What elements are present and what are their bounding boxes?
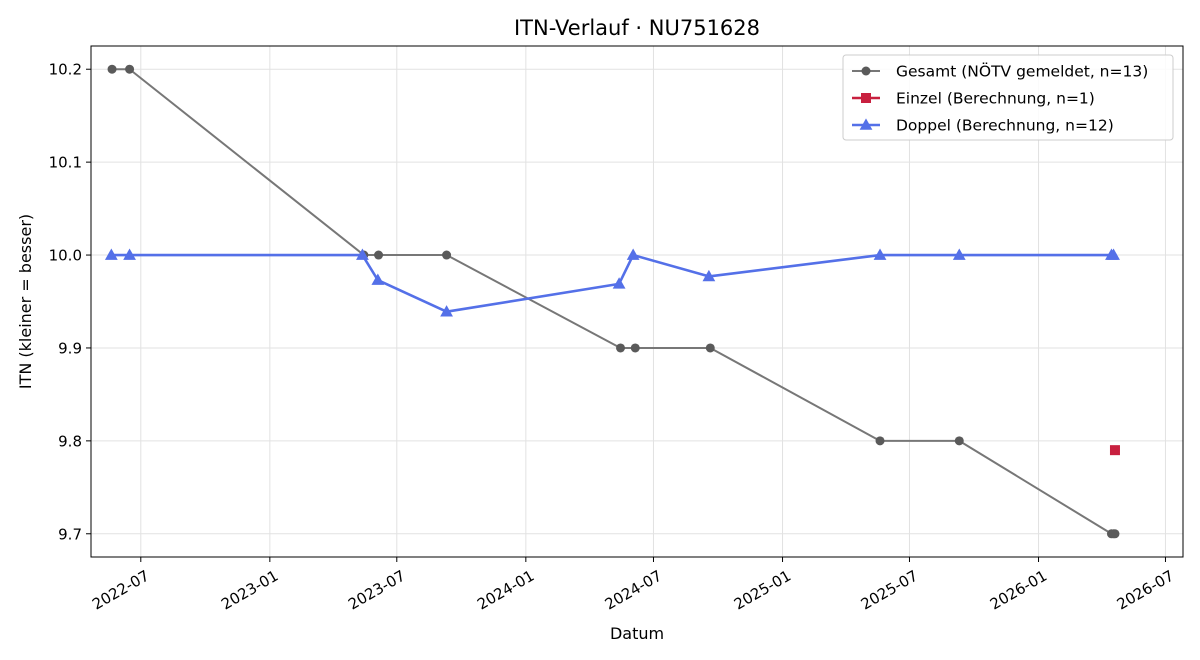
legend-item: Gesamt (NÖTV gemeldet, n=13)	[852, 62, 1148, 81]
y-tick-label: 9.7	[58, 525, 82, 543]
data-point	[952, 248, 966, 260]
x-tick-label: 2023-01	[218, 567, 281, 614]
data-point	[104, 248, 118, 260]
data-point	[440, 305, 453, 317]
legend-item: Einzel (Berechnung, n=1)	[852, 90, 1095, 108]
y-tick-label: 10.2	[49, 61, 82, 79]
x-tick-label: 2026-07	[1114, 567, 1177, 614]
data-point	[705, 343, 715, 353]
legend-item: Doppel (Berechnung, n=12)	[852, 117, 1114, 135]
legend-marker	[861, 66, 871, 76]
series-layer	[104, 64, 1120, 539]
data-point	[125, 64, 135, 74]
data-point	[954, 436, 964, 446]
chart-title: ITN-Verlauf · NU751628	[514, 16, 760, 40]
series-square	[1109, 445, 1120, 456]
x-tick-label: 2023-07	[345, 567, 408, 614]
legend-label: Doppel (Berechnung, n=12)	[896, 117, 1114, 135]
y-tick-label: 10.0	[49, 247, 82, 265]
data-point	[442, 250, 452, 260]
data-point	[374, 250, 384, 260]
y-tick-label: 10.1	[49, 154, 82, 172]
series-line	[110, 253, 1115, 314]
data-point	[630, 343, 640, 353]
data-point	[107, 64, 117, 74]
data-point	[612, 277, 626, 289]
x-tick-label: 2022-07	[89, 567, 152, 614]
data-point	[123, 248, 136, 260]
x-axis: 2022-07 2023-01 2023-07 2024-01 2024-07 2025-…	[89, 557, 1177, 614]
data-point	[1109, 445, 1120, 456]
data-point	[371, 273, 385, 285]
x-tick-label: 2024-01	[474, 567, 537, 614]
plot-area-frame	[90, 45, 1184, 558]
data-point	[1110, 529, 1120, 539]
x-axis-title: Datum	[610, 624, 664, 643]
y-axis-title: ITN (kleiner = besser)	[16, 214, 35, 389]
y-tick-label: 9.8	[58, 432, 82, 450]
x-tick-label: 2026-01	[987, 567, 1050, 614]
x-tick-label: 2024-07	[602, 567, 665, 614]
legend-marker	[859, 118, 873, 130]
y-axis: 9.7 9.8 9.9 10.0 10.1 10.2	[49, 61, 91, 543]
legend-box	[842, 54, 1174, 141]
legend-marker	[861, 93, 871, 103]
legend-label: Einzel (Berechnung, n=1)	[896, 90, 1095, 108]
data-point	[356, 248, 369, 260]
data-point	[1107, 248, 1120, 260]
data-point	[875, 436, 885, 446]
legend: Gesamt (NÖTV gemeldet, n=13) Einzel (Bere…	[842, 54, 1174, 141]
data-point	[702, 269, 716, 282]
data-point	[626, 248, 640, 260]
legend-label: Gesamt (NÖTV gemeldet, n=13)	[896, 62, 1148, 81]
x-tick-label: 2025-07	[858, 567, 921, 614]
x-tick-label: 2025-01	[731, 567, 794, 614]
data-point	[873, 248, 887, 260]
series-triangle	[104, 248, 1120, 317]
data-point	[616, 343, 626, 353]
y-tick-label: 9.9	[58, 339, 82, 357]
